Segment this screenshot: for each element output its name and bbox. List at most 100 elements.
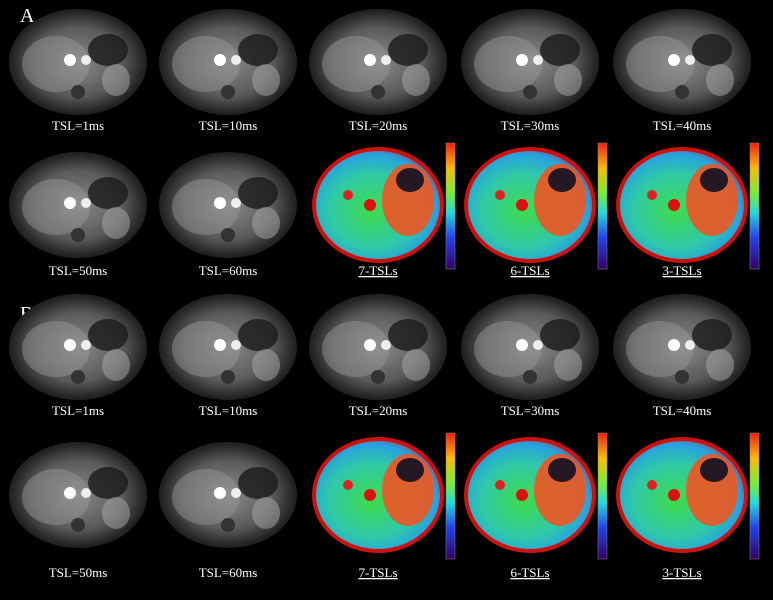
liver: [172, 179, 240, 235]
caption: 7-TSLs: [359, 565, 398, 580]
mri-image: [159, 9, 297, 115]
vessel: [533, 340, 543, 350]
caption: TSL=30ms: [501, 403, 560, 418]
map-vessel: [516, 489, 528, 501]
liver: [22, 469, 90, 525]
spleen: [252, 64, 280, 96]
panel-letter: A: [20, 5, 35, 27]
spleen: [706, 349, 734, 381]
caption: TSL=20ms: [349, 118, 408, 133]
caption: TSL=60ms: [199, 565, 258, 580]
map-patch: [700, 168, 728, 192]
spine: [675, 370, 689, 384]
parameter-map: [312, 432, 456, 560]
caption: TSL=10ms: [199, 403, 258, 418]
spine: [71, 370, 85, 384]
spleen: [102, 207, 130, 239]
map-patch: [396, 168, 424, 192]
liver: [322, 36, 390, 92]
stomach: [238, 177, 278, 209]
vessel: [214, 54, 226, 66]
vessel: [81, 55, 91, 65]
map-vessel: [495, 190, 505, 200]
caption: 3-TSLs: [663, 263, 702, 278]
caption: 7-TSLs: [359, 263, 398, 278]
spine: [71, 228, 85, 242]
caption: 3-TSLs: [663, 565, 702, 580]
stomach: [238, 467, 278, 499]
caption: TSL=20ms: [349, 403, 408, 418]
parameter-map: [616, 142, 760, 270]
spine: [221, 370, 235, 384]
mri-image: [309, 9, 447, 115]
spleen: [554, 64, 582, 96]
map-patch: [700, 458, 728, 482]
caption: TSL=10ms: [199, 118, 258, 133]
caption: TSL=40ms: [653, 403, 712, 418]
vessel: [668, 339, 680, 351]
spleen: [102, 64, 130, 96]
spleen: [706, 64, 734, 96]
parameter-map: [464, 142, 608, 270]
spleen: [102, 497, 130, 529]
vessel: [214, 339, 226, 351]
color-bar: [749, 142, 760, 270]
mri-image: [461, 294, 599, 400]
stomach: [388, 34, 428, 66]
vessel: [64, 487, 76, 499]
liver: [22, 321, 90, 377]
spleen: [402, 64, 430, 96]
map-vessel: [668, 199, 680, 211]
mri-image: [461, 9, 599, 115]
spine: [371, 85, 385, 99]
stomach: [540, 34, 580, 66]
liver: [322, 321, 390, 377]
vessel: [231, 488, 241, 498]
parameter-map: [616, 432, 760, 560]
spleen: [102, 349, 130, 381]
spleen: [402, 349, 430, 381]
map-vessel: [647, 480, 657, 490]
vessel: [381, 55, 391, 65]
stomach: [88, 177, 128, 209]
color-bar: [749, 432, 760, 560]
map-vessel: [364, 199, 376, 211]
liver: [626, 321, 694, 377]
spine: [71, 85, 85, 99]
vessel: [64, 54, 76, 66]
vessel: [668, 54, 680, 66]
caption: TSL=1ms: [52, 403, 104, 418]
spleen: [554, 349, 582, 381]
parameter-map: [464, 432, 608, 560]
vessel: [364, 54, 376, 66]
spine: [221, 518, 235, 532]
map-patch: [396, 458, 424, 482]
color-bar: [445, 432, 456, 560]
map-vessel: [343, 480, 353, 490]
spine: [523, 85, 537, 99]
vessel: [516, 339, 528, 351]
spine: [221, 85, 235, 99]
mri-image: [9, 152, 147, 258]
stomach: [540, 319, 580, 351]
vessel: [81, 488, 91, 498]
stomach: [692, 319, 732, 351]
liver: [22, 36, 90, 92]
caption: TSL=60ms: [199, 263, 258, 278]
stomach: [88, 319, 128, 351]
vessel: [81, 198, 91, 208]
spine: [371, 370, 385, 384]
vessel: [231, 198, 241, 208]
cells: A TSL=1ms TSL=10ms TSL=20ms TSL=30ms TSL=40ms…: [9, 5, 760, 580]
spine: [221, 228, 235, 242]
vessel: [81, 340, 91, 350]
mri-image: [9, 294, 147, 400]
mri-image: [9, 442, 147, 548]
caption: 6-TSLs: [511, 565, 550, 580]
color-bar: [597, 432, 608, 560]
map-vessel: [668, 489, 680, 501]
stomach: [88, 34, 128, 66]
mri-image: [159, 442, 297, 548]
map-vessel: [647, 190, 657, 200]
